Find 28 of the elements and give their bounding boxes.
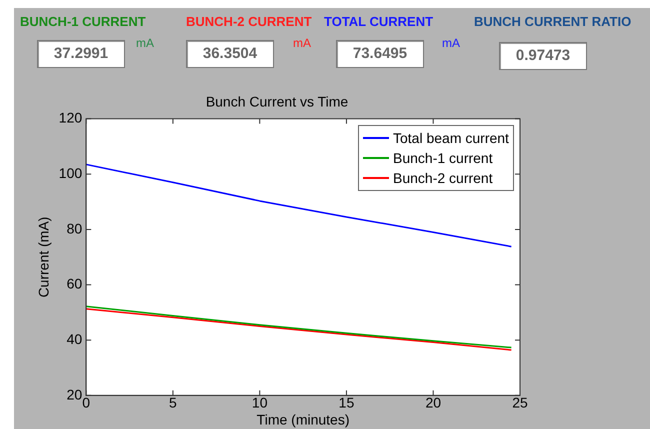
text: 36.3504 [186,40,274,68]
legend-label: Total beam current [393,130,509,146]
x-tick-label: 15 [338,394,354,411]
x-tick-label: 25 [512,394,528,411]
chart-title: Bunch Current vs Time [206,93,348,110]
text: TOTAL CURRENT [324,14,434,29]
text: BUNCH-1 CURRENT [20,14,146,29]
text: 37.2991 [37,40,125,68]
text: mA [442,36,460,50]
text: BUNCH-2 CURRENT [186,14,312,29]
x-tick-label: 0 [82,394,90,411]
legend-label: Bunch-1 current [393,150,493,166]
y-tick-label: 40 [66,330,82,347]
y-tick-label: 100 [58,164,82,181]
y-axis-title: Current (mA) [35,216,52,298]
x-tick-label: 20 [425,394,442,411]
x-tick-label: 10 [252,394,268,411]
text: mA [136,36,154,50]
text: mA [293,36,311,50]
text: 73.6495 [336,40,424,68]
x-tick-label: 5 [169,394,178,411]
legend-label: Bunch-2 current [393,170,493,186]
text: 0.97473 [499,42,587,70]
x-axis-title: Time (minutes) [256,411,350,428]
y-tick-label: 80 [66,220,82,236]
y-tick-label: 120 [58,110,82,126]
y-tick-label: 60 [66,276,82,292]
text: BUNCH CURRENT RATIO [474,14,632,29]
